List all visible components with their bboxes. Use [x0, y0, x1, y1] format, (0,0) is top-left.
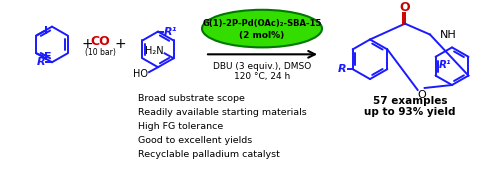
- Ellipse shape: [202, 10, 322, 47]
- Text: Recyclable palladium catalyst: Recyclable palladium catalyst: [138, 150, 280, 159]
- Text: R: R: [36, 57, 45, 67]
- Text: Good to excellent yields: Good to excellent yields: [138, 136, 252, 145]
- Text: NH: NH: [440, 30, 457, 40]
- Text: CO: CO: [90, 35, 110, 48]
- Text: up to 93% yield: up to 93% yield: [364, 107, 456, 117]
- Text: O: O: [418, 90, 426, 100]
- Text: Readily available starting materials: Readily available starting materials: [138, 108, 307, 117]
- Text: HO: HO: [133, 69, 148, 79]
- Text: O: O: [400, 1, 410, 14]
- Text: DBU (3 equiv.), DMSO: DBU (3 equiv.), DMSO: [213, 62, 311, 71]
- Text: High FG tolerance: High FG tolerance: [138, 122, 223, 131]
- Text: 57 examples: 57 examples: [373, 96, 448, 106]
- Text: Broad substrate scope: Broad substrate scope: [138, 94, 245, 103]
- Text: 120 °C, 24 h: 120 °C, 24 h: [234, 72, 290, 81]
- Text: R¹: R¹: [438, 60, 451, 70]
- Text: +: +: [81, 37, 93, 51]
- Text: +: +: [114, 37, 126, 51]
- Text: (2 mol%): (2 mol%): [240, 31, 284, 40]
- Text: I: I: [44, 26, 48, 36]
- Text: F: F: [44, 52, 52, 62]
- Text: (10 bar): (10 bar): [84, 48, 116, 57]
- Text: R: R: [338, 64, 346, 74]
- Text: R¹: R¹: [164, 26, 177, 37]
- Text: G(1)-2P-Pd(OAc)₂-SBA-15: G(1)-2P-Pd(OAc)₂-SBA-15: [202, 19, 322, 28]
- Text: H₂N: H₂N: [145, 46, 164, 56]
